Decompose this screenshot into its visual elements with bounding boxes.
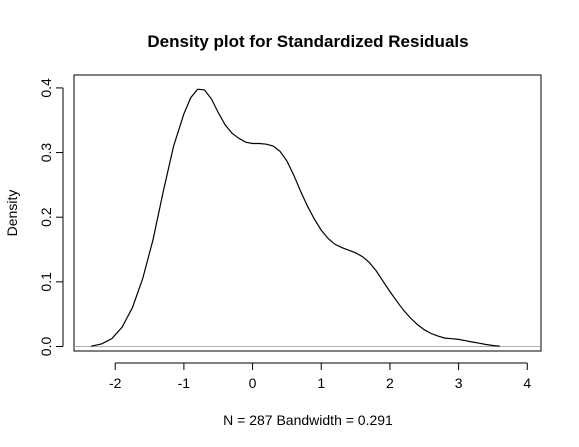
x-axis-label: N = 287 Bandwidth = 0.291 [223,412,393,428]
x-tick-label: 4 [523,375,531,391]
x-axis: -2 -1 0 1 2 3 4 [109,362,531,391]
x-tick-label: -1 [178,375,191,391]
y-tick-label: 0.4 [38,78,54,98]
density-curve [91,88,500,347]
plot-frame [73,74,542,352]
x-tick-label: -2 [109,375,122,391]
y-tick-label: 0.0 [38,337,54,357]
y-tick-label: 0.3 [38,143,54,163]
x-tick-label: 3 [455,375,463,391]
y-tick-label: 0.2 [38,207,54,227]
y-tick-label: 0.1 [38,272,54,292]
x-tick-label: 1 [317,375,325,391]
x-tick-label: 2 [386,375,394,391]
y-axis: 0.0 0.1 0.2 0.3 0.4 [38,78,64,357]
x-tick-label: 0 [249,375,257,391]
chart-title: Density plot for Standardized Residuals [147,32,468,51]
plot-area [73,74,542,352]
y-axis-label: Density [4,190,20,237]
